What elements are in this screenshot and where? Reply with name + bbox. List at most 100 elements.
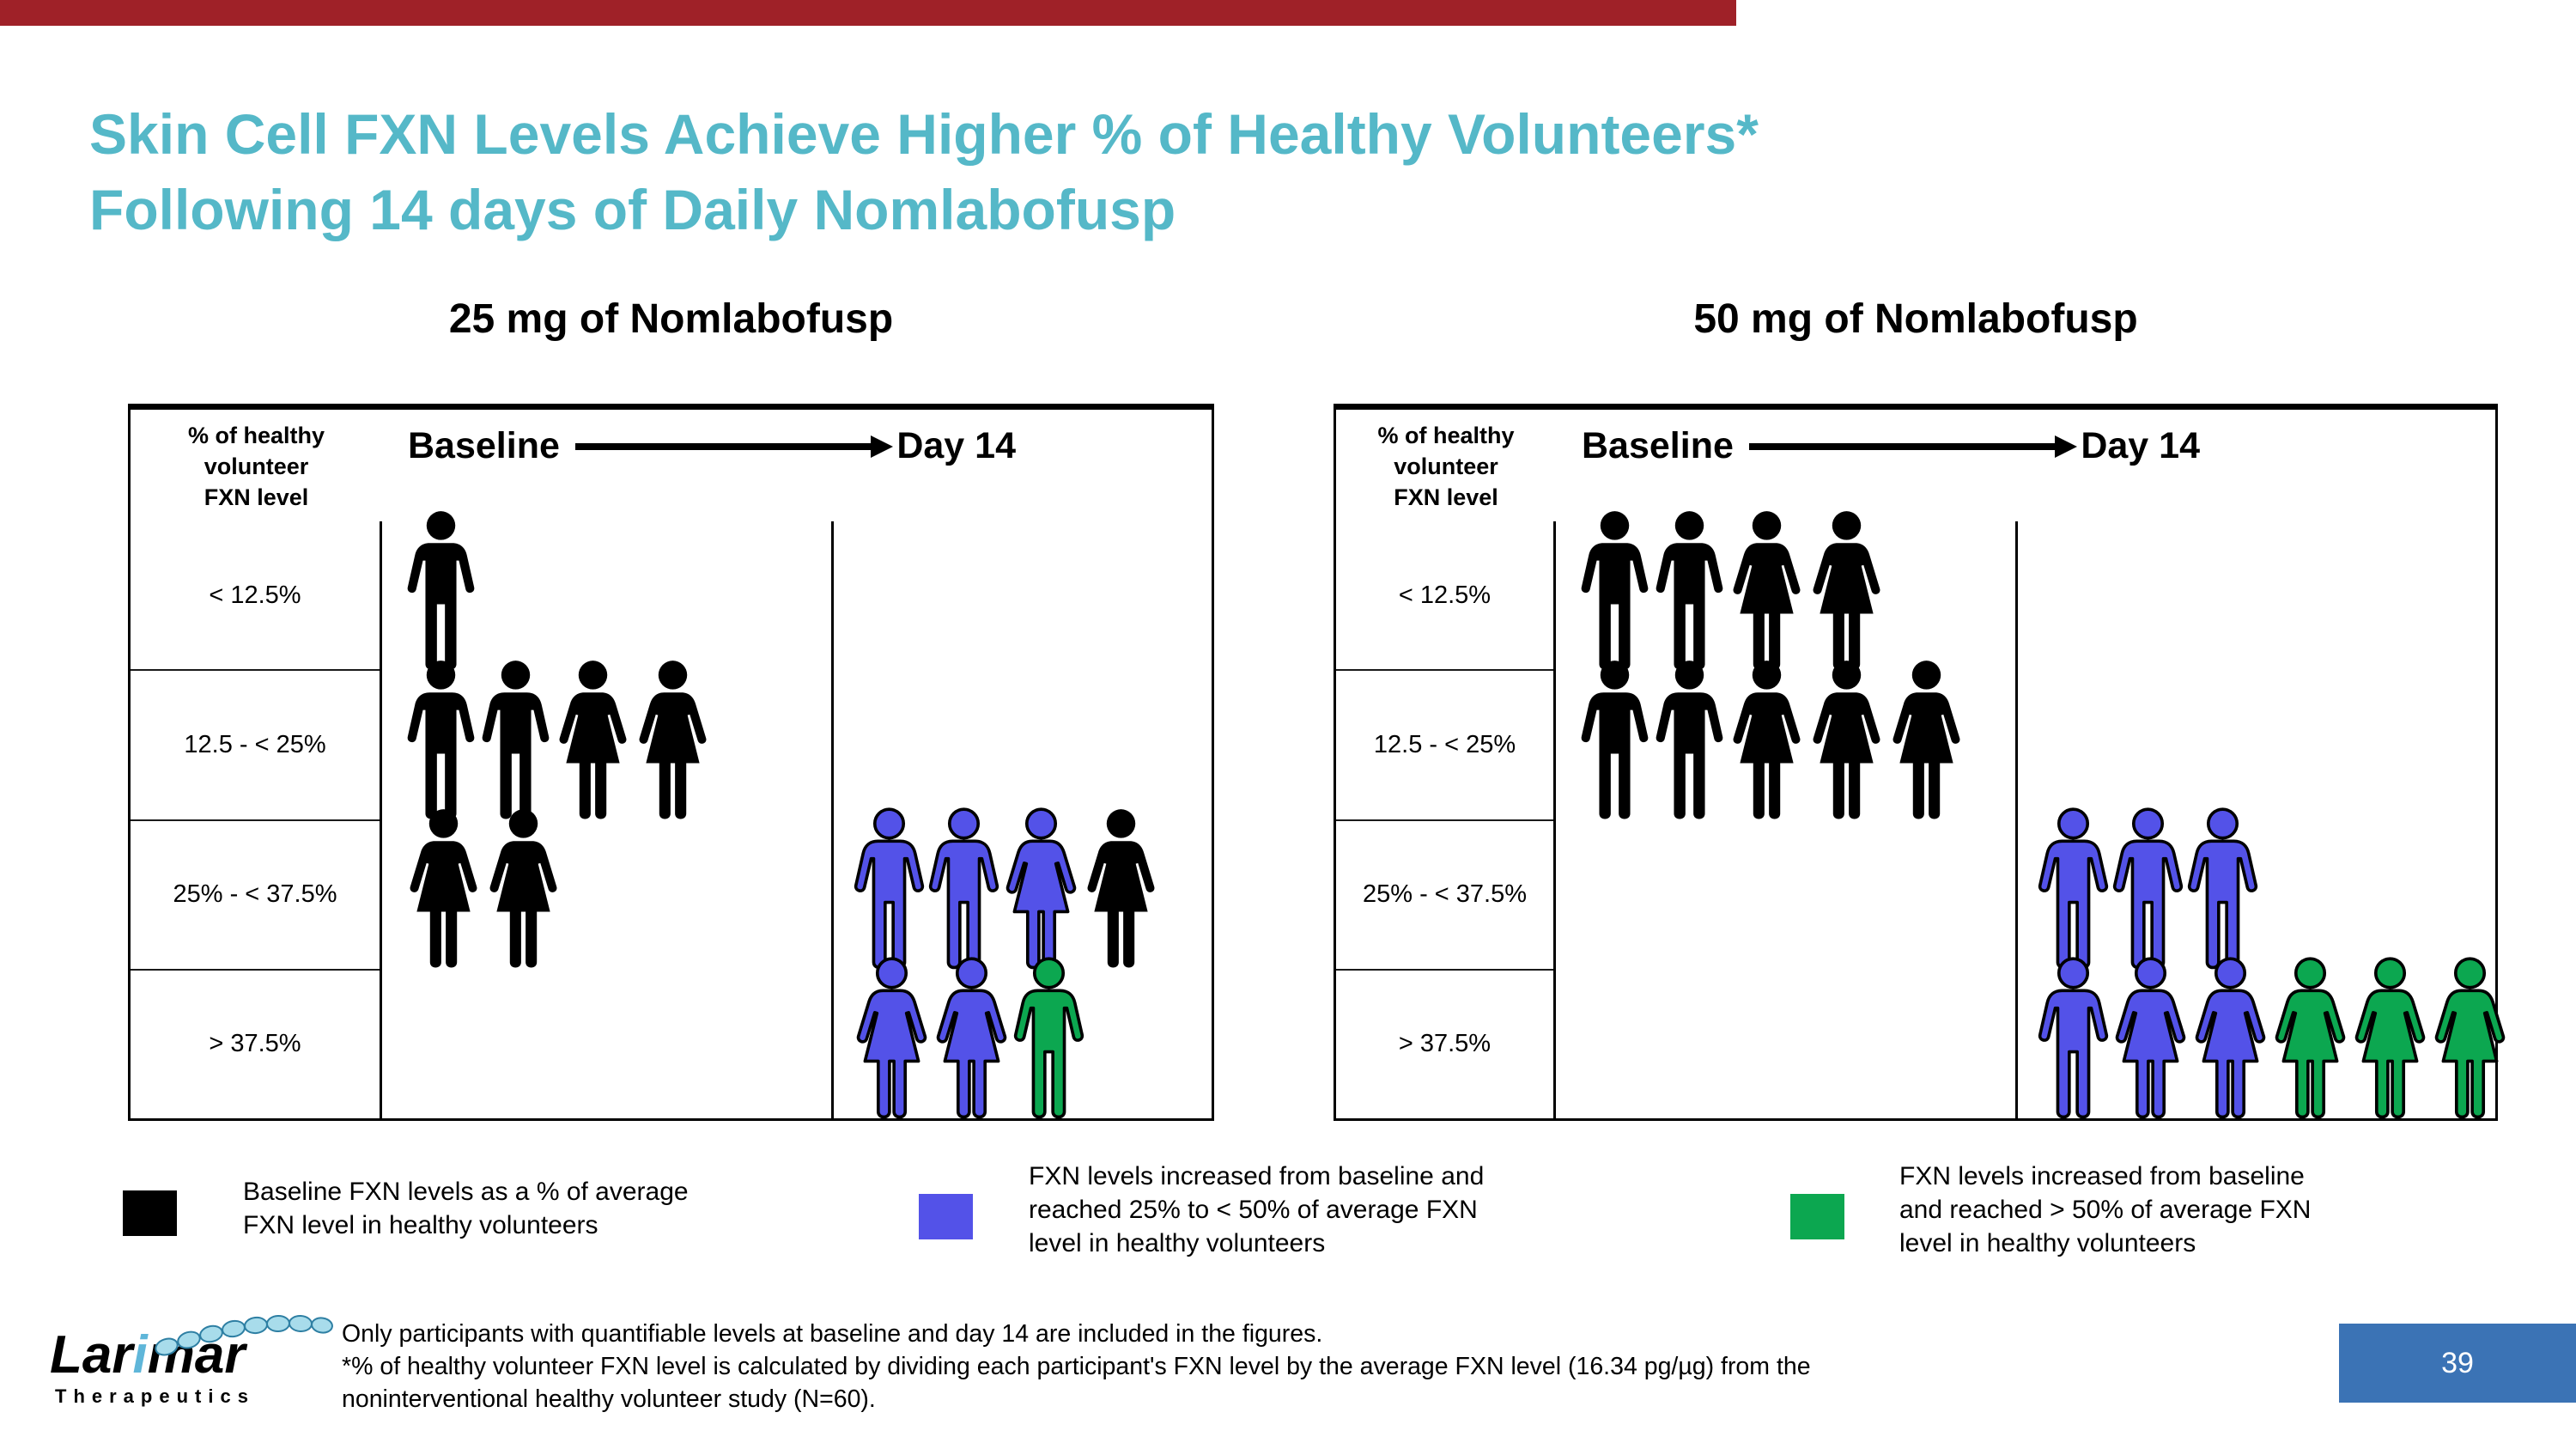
- person-icon-blue-female: [936, 957, 1007, 1119]
- person-icon-black-male: [1581, 660, 1649, 819]
- logo-accent-letter: i: [132, 1325, 148, 1385]
- figure-blue-female: [2183, 957, 2278, 1122]
- day14-cell: [834, 671, 1212, 820]
- figure-black-male: [396, 659, 486, 824]
- person-icon-black-female: [1813, 660, 1880, 819]
- chart-panel-50mg: % of healthy volunteer FXN level Baseline Da…: [1334, 404, 2506, 1121]
- row-labels-column: < 12.5% 12.5 - < 25% 25% - < 37.5% > 37.5%: [1336, 521, 1556, 1118]
- logo-text-left: Lar: [50, 1325, 133, 1385]
- day14-cell: [2018, 957, 2506, 1119]
- helix-ribbon-icon: [155, 1314, 333, 1356]
- timeline-header: Baseline Day 14: [382, 425, 1016, 467]
- figure-blue-female: [924, 957, 1019, 1122]
- figure-black-female: [396, 807, 491, 972]
- y-axis-label-line: % of healthy: [1377, 423, 1515, 448]
- logo-wordmark: Larimar: [50, 1328, 333, 1383]
- timeline-header: Baseline Day 14: [1556, 425, 2200, 467]
- person-icon-black-male: [1581, 510, 1649, 670]
- day14-column: [831, 521, 1212, 1119]
- footnote-line: noninterventional healthy volunteer stud…: [342, 1385, 876, 1413]
- legend-label-baseline: Baseline FXN levels as a % of average FXN…: [243, 1175, 689, 1242]
- person-icon-black-female: [410, 809, 477, 968]
- baseline-cell: [382, 510, 831, 671]
- baseline-column: [382, 510, 831, 1118]
- panel-title-50mg: 50 mg of Nomlabofusp: [1693, 296, 2138, 342]
- baseline-cell: [1556, 820, 2015, 970]
- person-icon-blue-male: [854, 807, 925, 970]
- person-icon-black-male: [407, 660, 475, 819]
- page-title-line2: Following 14 days of Daily Nomlabofusp: [89, 178, 1176, 241]
- figure-black-female: [1719, 659, 1814, 824]
- baseline-cell: [1556, 510, 2015, 671]
- baseline-cell: [382, 969, 831, 1118]
- legend-text-line: FXN levels increased from baseline and: [1029, 1162, 1485, 1190]
- timeline-start-label: Baseline: [1582, 425, 1734, 466]
- figure-black-male: [1570, 659, 1660, 824]
- timeline-start-label: Baseline: [408, 425, 560, 466]
- row-labels-column: < 12.5% 12.5 - < 25% 25% - < 37.5% > 37.5%: [131, 521, 382, 1118]
- day14-cell: [2018, 671, 2495, 820]
- person-icon-blue-female: [1005, 807, 1077, 970]
- person-icon-black-male: [1656, 660, 1723, 819]
- day14-cell: [834, 807, 1212, 970]
- person-icon-blue-male: [2038, 807, 2109, 970]
- y-axis-label-line: % of healthy: [187, 423, 325, 448]
- legend-text-line: FXN level in healthy volunteers: [243, 1211, 598, 1239]
- y-axis-label-line: volunteer: [1394, 454, 1498, 479]
- panel-body: < 12.5% 12.5 - < 25% 25% - < 37.5% > 37.5%: [1336, 510, 2506, 1119]
- person-icon-blue-female: [2195, 957, 2266, 1119]
- page-title-line1: Skin Cell FXN Levels Achieve Higher % of…: [89, 102, 1759, 166]
- figure-black-male: [1644, 659, 1735, 824]
- figure-black-female: [1073, 807, 1169, 972]
- baseline-cell: [1556, 969, 2015, 1118]
- logo-subtitle: Therapeutics: [55, 1385, 255, 1407]
- legend-text-line: and reached > 50% of average FXN: [1899, 1196, 2312, 1224]
- person-icon-black-female: [1893, 660, 1960, 819]
- figure-blue-male: [919, 807, 1009, 972]
- person-icon-green-female: [2354, 957, 2426, 1119]
- figure-blue-male: [2028, 957, 2118, 1122]
- person-icon-black-male: [1656, 510, 1723, 670]
- panel-header: % of healthy volunteer FXN level Baseline Da…: [131, 410, 1212, 521]
- baseline-column: [1556, 510, 2015, 1118]
- figure-black-female: [1799, 659, 1894, 824]
- person-icon-blue-male: [2187, 807, 2258, 970]
- row-label: > 37.5%: [1398, 1030, 1492, 1058]
- legend-swatch-baseline: [123, 1190, 177, 1236]
- day14-cell: [834, 521, 1212, 671]
- person-icon-green-male: [1013, 957, 1084, 1119]
- legend-text-line: reached 25% to < 50% of average FXN: [1029, 1196, 1478, 1224]
- page-number-badge: 39: [2339, 1324, 2576, 1403]
- person-icon-black-female: [1733, 660, 1801, 819]
- person-icon-black-female: [559, 660, 627, 819]
- figure-blue-male: [2028, 807, 2118, 972]
- row-label: 12.5 - < 25%: [131, 671, 380, 821]
- legend-text-line: FXN levels increased from baseline: [1899, 1162, 2305, 1190]
- arrow-head-icon: [871, 435, 894, 458]
- person-icon-black-male: [407, 510, 475, 670]
- legend-label-blue: FXN levels increased from baseline and re…: [1029, 1160, 1484, 1260]
- figure-green-female: [2342, 957, 2438, 1122]
- figure-black-female: [1719, 509, 1814, 674]
- footnote-line: Only participants with quantifiable leve…: [342, 1320, 1323, 1348]
- person-icon-black-female: [1733, 510, 1801, 670]
- person-icon-black-male: [482, 660, 550, 819]
- person-icon-black-female: [1813, 510, 1880, 670]
- person-icon-blue-male: [2112, 807, 2184, 970]
- person-icon-blue-female: [856, 957, 927, 1119]
- day14-cell: [2018, 807, 2495, 970]
- y-axis-label-line: volunteer: [204, 454, 309, 479]
- legend-swatch-blue: [919, 1194, 973, 1239]
- arrow-head-icon: [2055, 435, 2078, 458]
- person-icon-blue-male: [928, 807, 999, 970]
- legend-text-line: level in healthy volunteers: [1029, 1229, 1326, 1257]
- figure-blue-female: [2103, 957, 2198, 1122]
- day14-cell: [834, 957, 1212, 1119]
- figure-black-female: [625, 659, 720, 824]
- legend-label-green: FXN levels increased from baseline and re…: [1899, 1160, 2311, 1260]
- company-logo: Larimar Therapeutics: [50, 1314, 333, 1408]
- chart-panel-25mg: % of healthy volunteer FXN level Baseline Da…: [128, 404, 1214, 1121]
- footnotes: Only participants with quantifiable leve…: [342, 1318, 1811, 1416]
- figure-blue-female: [844, 957, 939, 1122]
- figure-green-male: [1004, 957, 1094, 1122]
